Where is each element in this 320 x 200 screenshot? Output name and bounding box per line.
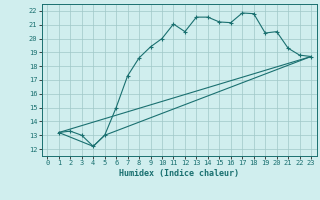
X-axis label: Humidex (Indice chaleur): Humidex (Indice chaleur) bbox=[119, 169, 239, 178]
